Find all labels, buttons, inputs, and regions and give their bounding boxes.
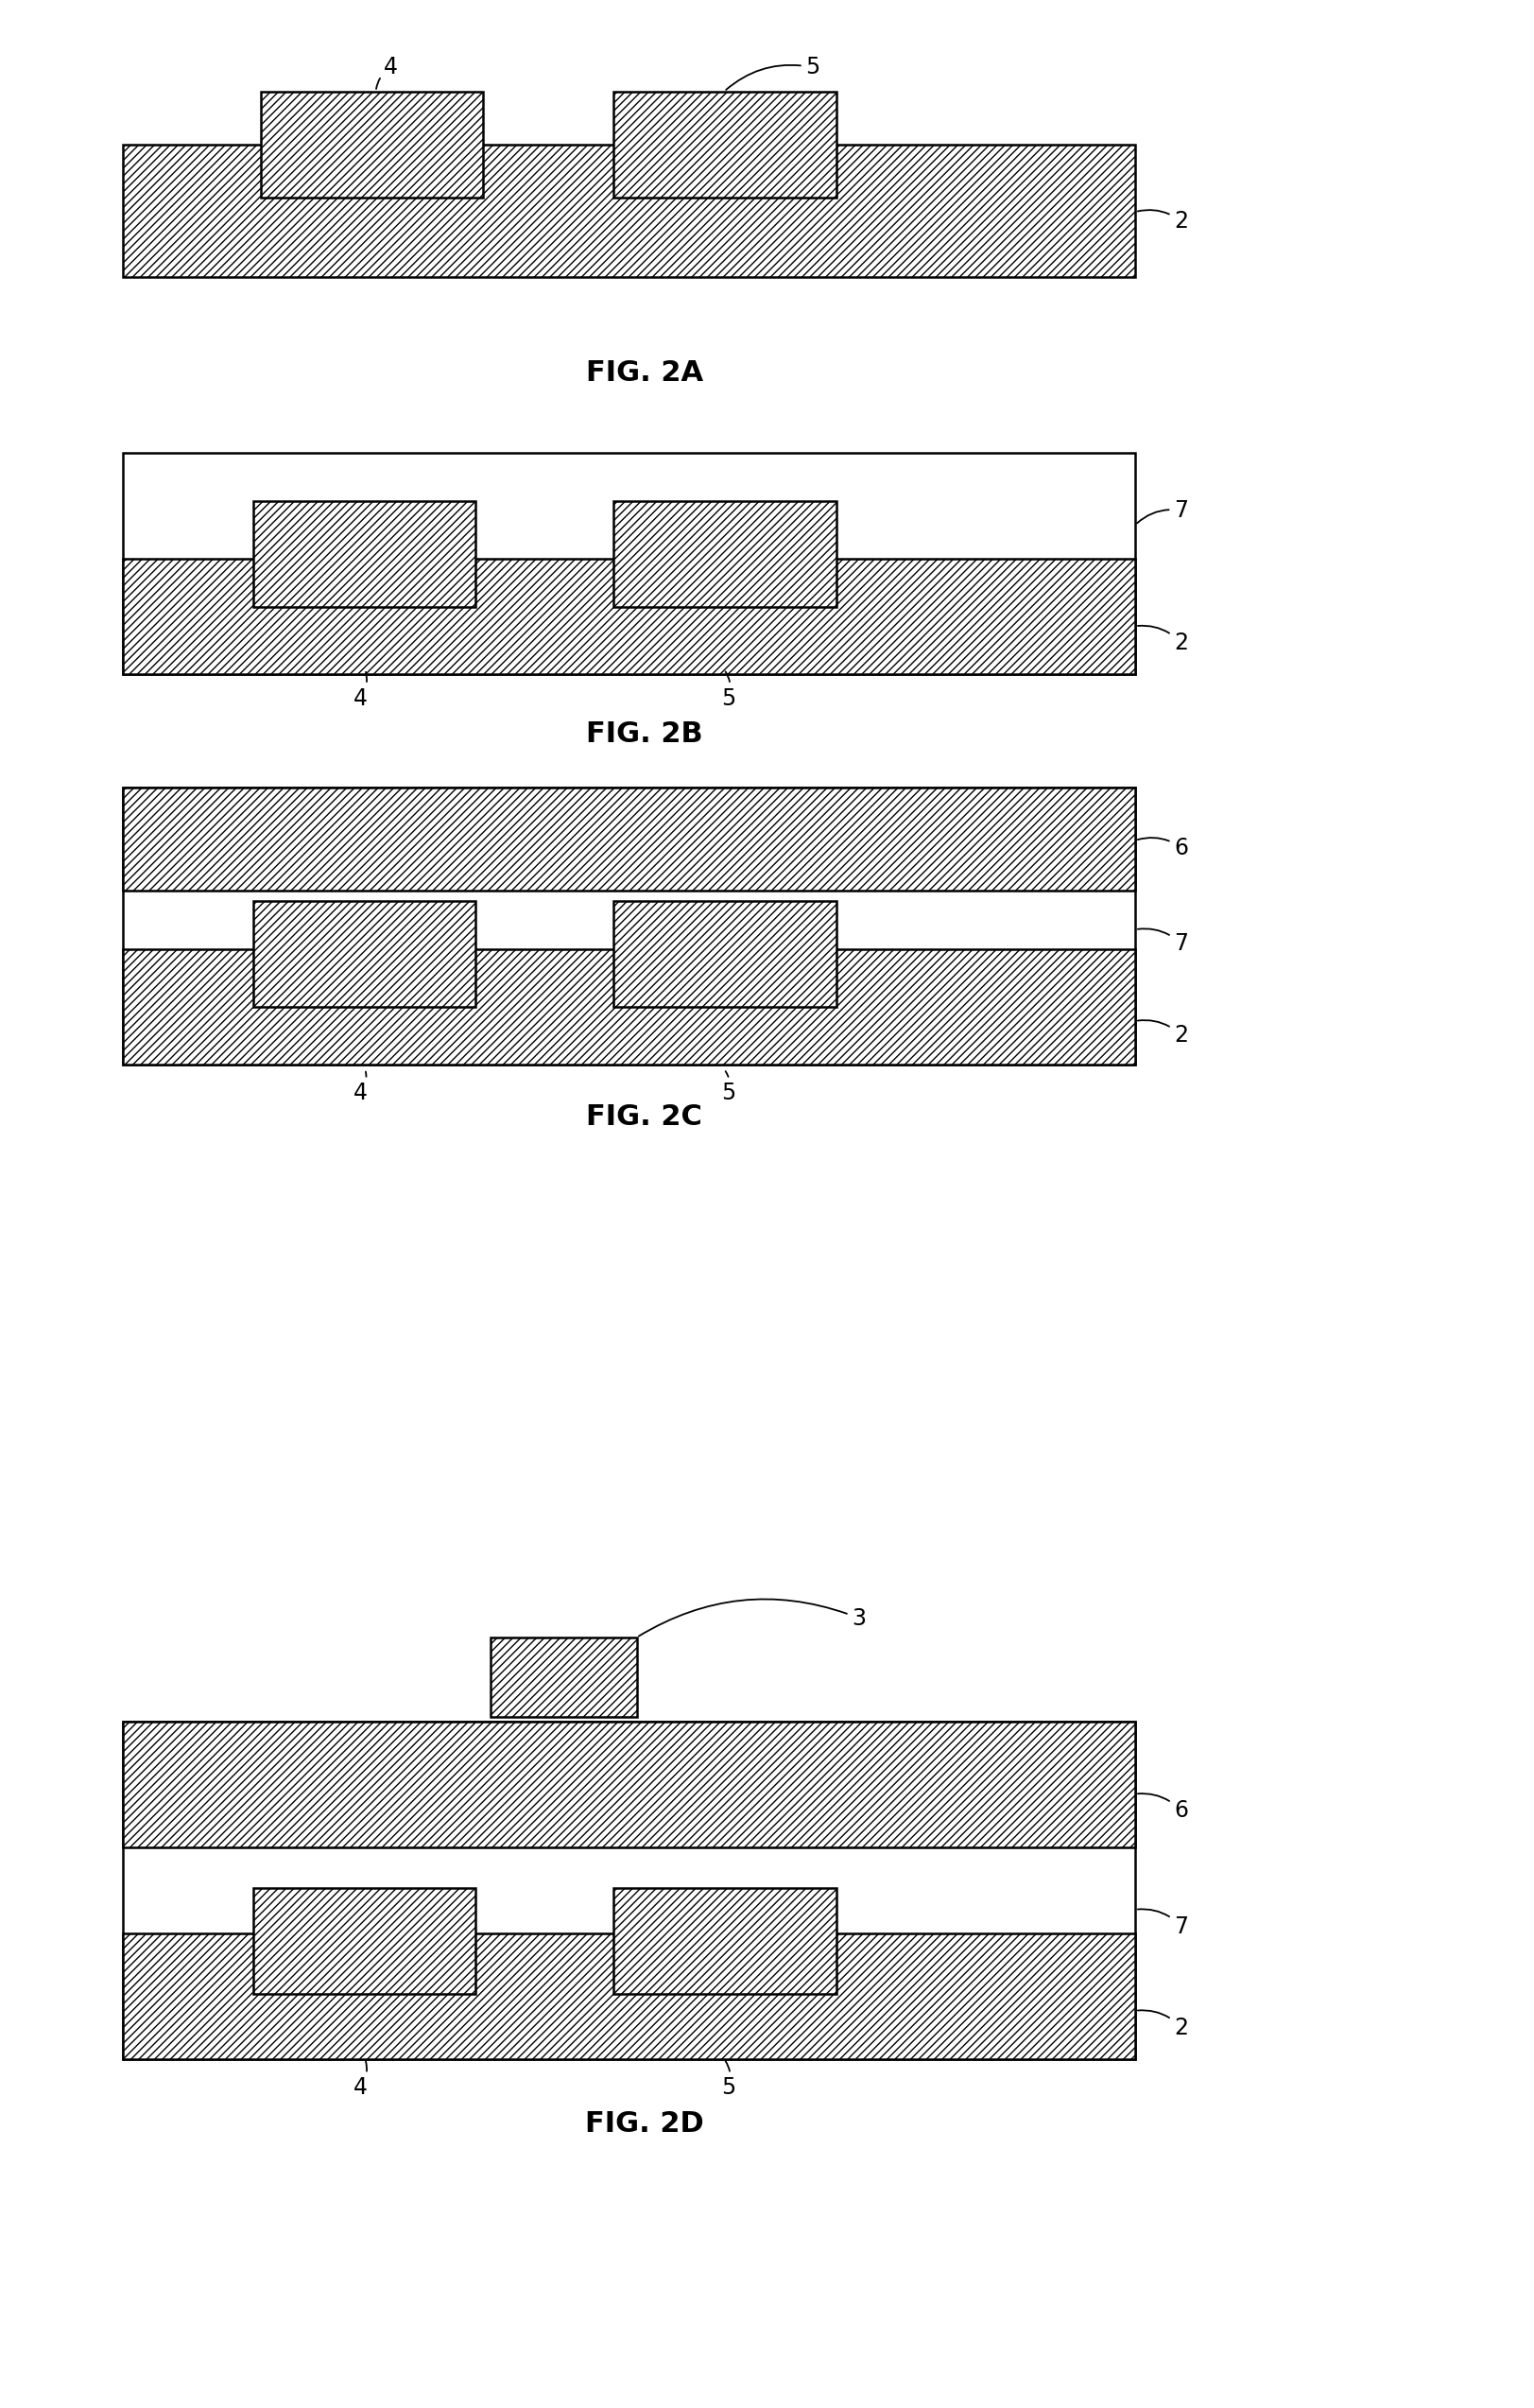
Text: 5: 5: [726, 55, 821, 89]
Bar: [614, 901, 836, 1007]
Text: 7: 7: [1138, 929, 1189, 956]
Text: FIG. 2B: FIG. 2B: [586, 720, 703, 749]
Text: 5: 5: [721, 672, 736, 710]
Text: FIG. 2C: FIG. 2C: [586, 1103, 703, 1132]
Text: 2: 2: [1138, 1021, 1189, 1047]
Bar: [614, 501, 836, 607]
Bar: [253, 901, 476, 1007]
Bar: [123, 1722, 1135, 2059]
Bar: [253, 1888, 476, 1994]
Text: 4: 4: [353, 672, 368, 710]
Text: 6: 6: [1138, 1794, 1189, 1823]
Text: 2: 2: [1138, 2011, 1189, 2040]
Text: FIG. 2A: FIG. 2A: [586, 359, 703, 388]
Bar: [123, 949, 1135, 1064]
Bar: [123, 1722, 1135, 1847]
Bar: [491, 1637, 637, 1717]
Bar: [123, 559, 1135, 674]
Text: 3: 3: [638, 1599, 867, 1635]
Bar: [123, 1934, 1135, 2059]
Bar: [614, 1888, 836, 1994]
Bar: [123, 453, 1135, 674]
Bar: [123, 787, 1135, 891]
Text: 7: 7: [1138, 1910, 1189, 1938]
Bar: [253, 501, 476, 607]
Bar: [123, 787, 1135, 1064]
Bar: [261, 92, 483, 197]
Text: 2: 2: [1138, 626, 1189, 655]
Bar: [123, 144, 1135, 277]
Text: 4: 4: [353, 1072, 368, 1105]
Text: 7: 7: [1137, 498, 1189, 523]
Text: 4: 4: [353, 2061, 368, 2100]
Text: 5: 5: [721, 1072, 736, 1105]
Bar: [614, 92, 836, 197]
Text: 4: 4: [376, 55, 399, 89]
Text: 2: 2: [1138, 209, 1189, 234]
Text: 6: 6: [1138, 836, 1189, 860]
Text: 5: 5: [721, 2061, 736, 2100]
Text: FIG. 2D: FIG. 2D: [584, 2109, 704, 2138]
